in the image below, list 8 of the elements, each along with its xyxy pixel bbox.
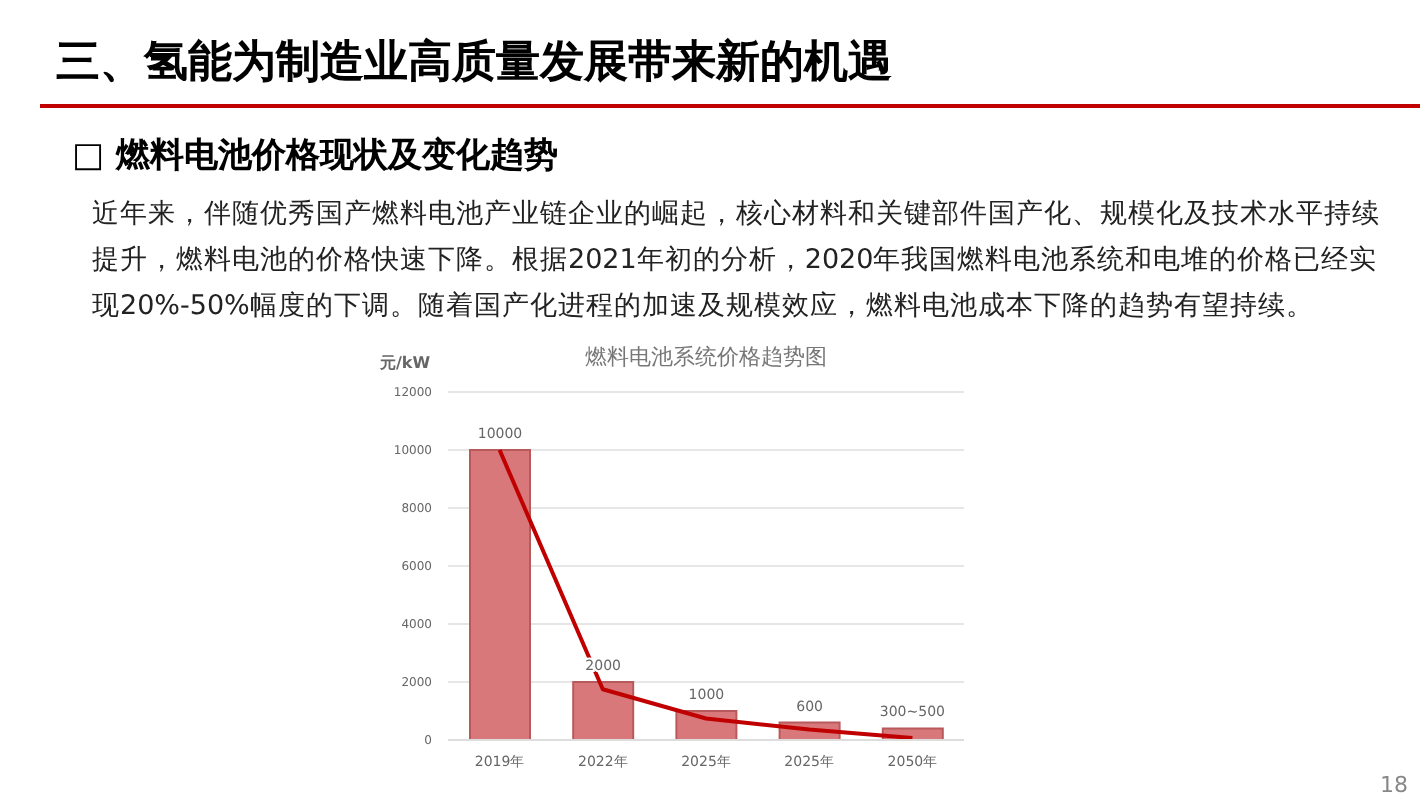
text: 近年来，伴随优秀国产燃料电池产业链企业的崛起，核心材料和关键部件国产化、规模化及技术水平持续提升，燃料电池的价格快速下降。根据2021年初的分析，2020年我国燃料电池系统和电堆的价格已经实现20%-50%幅度的下调。随着国产化进程的加速及规模效应，燃料电池成本下降的趋势有望持续。 bbox=[92, 196, 1382, 326]
text: □ 燃料电池价格现状及变化趋势 bbox=[72, 134, 558, 178]
y-axis-title: 元/kW bbox=[380, 352, 431, 374]
text: 18 bbox=[1380, 772, 1408, 798]
bar bbox=[572, 681, 635, 740]
chart-title: 燃料电池系统价格趋势图 bbox=[585, 344, 827, 370]
bar bbox=[469, 449, 531, 740]
text: 三、氢能为制造业高质量发展带来新的机遇 bbox=[56, 35, 892, 92]
